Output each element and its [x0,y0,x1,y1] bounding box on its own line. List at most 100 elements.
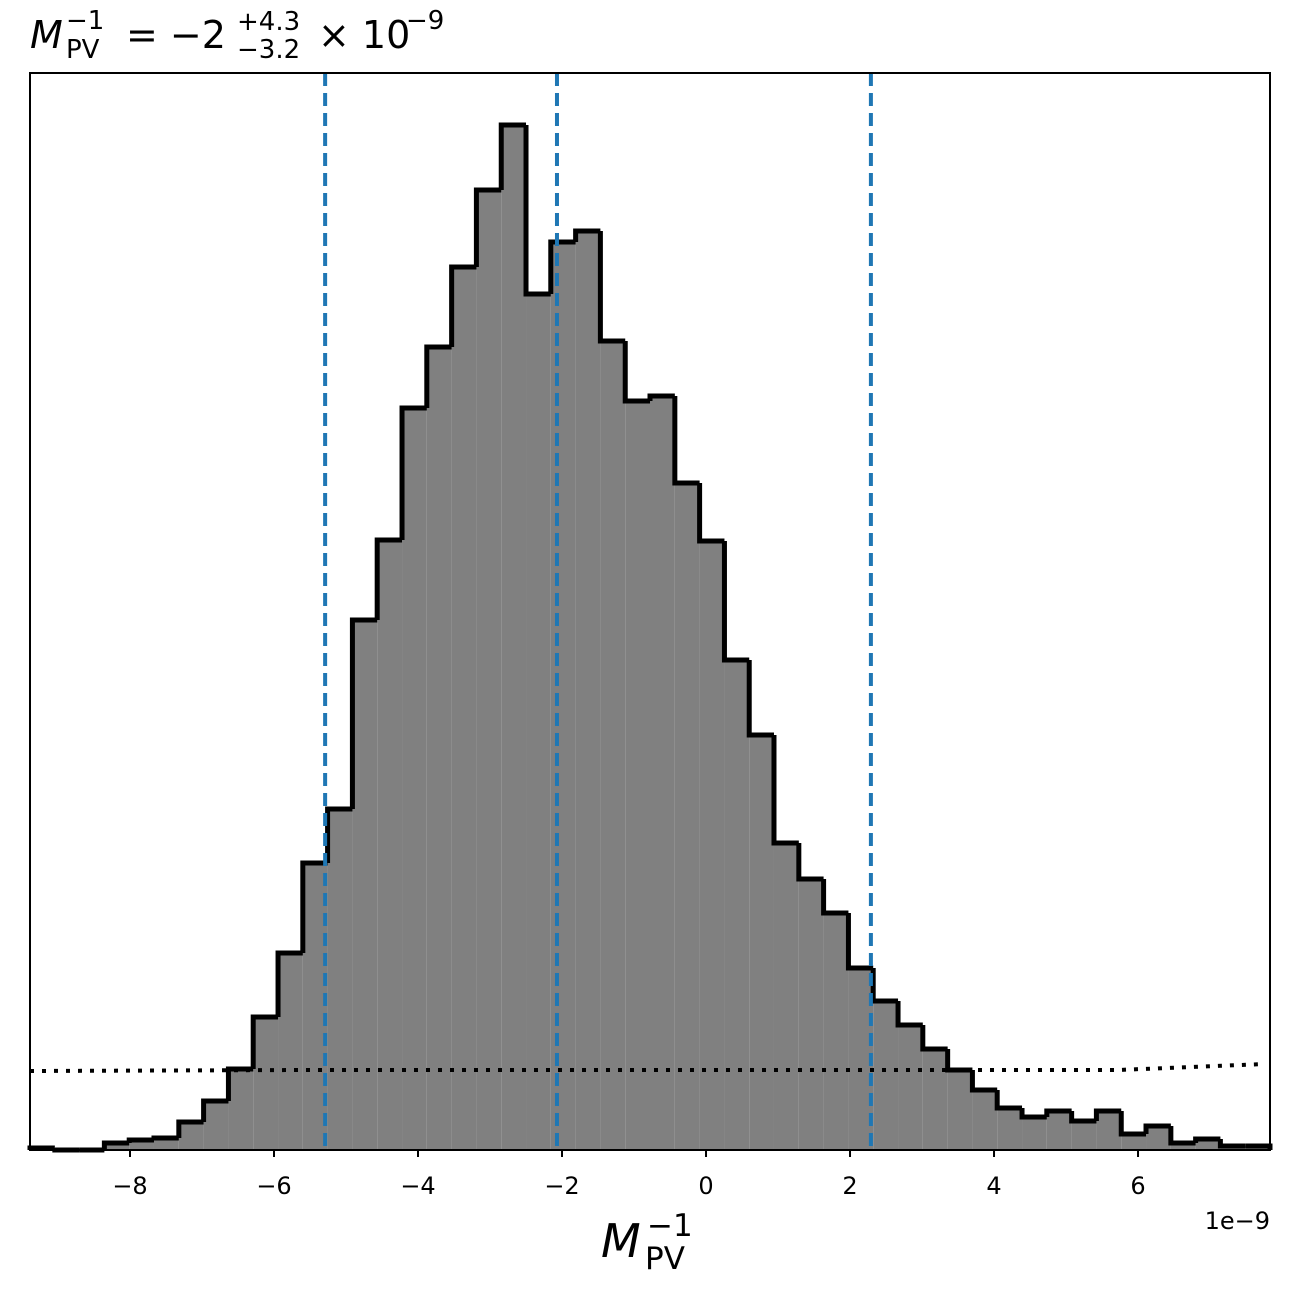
bar-outline [1193,1136,1221,1143]
bar [327,809,353,1150]
bar-outline [1093,1108,1122,1121]
bar-outline [1143,1123,1171,1134]
x-tick-label: −4 [400,1172,435,1200]
prior-line [29,1062,1266,1073]
bar [1046,1111,1072,1150]
bar-outline [721,541,750,663]
bar-outline [250,1014,279,1069]
bar [1096,1111,1122,1150]
x-tick-label: 2 [842,1172,857,1200]
bar-outline [920,1025,948,1052]
bar-outline [870,968,899,1004]
title-exp: −9 [406,6,444,36]
title-sup: −1 [66,6,104,36]
bar [625,401,650,1150]
bar-outline [994,1090,1023,1111]
x-tick-label: −6 [256,1172,291,1200]
plot-frame [29,72,1271,1151]
bar-outline [325,806,353,863]
bar-outline [597,231,626,344]
bar [575,231,601,1150]
bar [1121,1134,1147,1150]
x-label-symbol: M [601,1214,641,1268]
bar-outline [697,483,725,544]
bar-outline [225,1066,254,1101]
bar [451,267,477,1150]
bar [1195,1139,1221,1150]
bar [501,125,527,1150]
bar [699,541,725,1150]
bar [203,1101,229,1150]
bar [922,1049,948,1150]
bar [278,953,303,1150]
x-tick-label: −2 [544,1172,579,1200]
bar-outline [126,1137,154,1143]
bar-outline [771,735,799,846]
bar [104,1143,130,1150]
bar [674,483,700,1150]
bar [1170,1143,1196,1150]
bar [972,1090,998,1150]
bar [947,1070,973,1150]
bar [898,1025,923,1150]
bar [228,1069,254,1150]
bar-outline [300,860,328,953]
x-tick-label: 0 [698,1172,713,1200]
bar-outline [845,913,874,971]
bar [1071,1121,1097,1150]
bar-outline [374,537,403,620]
bar-outline [796,843,824,882]
bar [550,242,576,1150]
bar-outline [1019,1108,1047,1120]
bar-outline [1069,1111,1097,1124]
title-symbol: M [30,13,63,57]
bar [823,913,849,1150]
bar [600,341,626,1150]
x-label-sub: PV [645,1241,685,1277]
bar-outline [1118,1111,1147,1137]
bar-outline [473,187,502,267]
bar-outline [548,239,576,294]
bar-outline [399,405,427,540]
bar-outline [349,617,378,809]
title-tail: × 10 [318,13,410,57]
bar-outline [424,344,452,408]
bar [773,843,799,1150]
bar-outline [647,393,675,401]
bar [526,294,551,1150]
bar-outline [895,1001,923,1028]
bar-outline [201,1098,229,1122]
bar-outline [1217,1139,1246,1149]
bar-outline [1168,1126,1196,1146]
bar [253,1017,279,1150]
bar [426,347,452,1150]
bar-outline [672,396,700,486]
bar-outline [498,122,527,190]
x-tick-label: 6 [1130,1172,1145,1200]
offset-text: 1e−9 [1205,1207,1270,1235]
bar [476,190,502,1150]
bar-outline [449,264,477,347]
bar [1146,1126,1171,1150]
bar [377,540,403,1150]
bar [352,620,378,1150]
bar [650,396,675,1150]
title-lower: −3.2 [237,35,300,65]
bar [724,660,750,1150]
bar [129,1140,154,1150]
bar-outline [1044,1108,1072,1117]
bar-outline [176,1119,204,1138]
bar-outline [821,879,849,916]
bar-outline [746,660,774,738]
bar-outline [275,950,303,1017]
bar [153,1138,179,1150]
bar-outline [945,1049,973,1073]
bar-outline [573,228,601,242]
bar [873,1001,899,1150]
bar-outline [969,1070,998,1093]
bar-outline [101,1140,130,1150]
title-upper: +4.3 [237,7,300,37]
x-label-sup: −1 [647,1208,693,1244]
bar-outline [523,125,551,297]
